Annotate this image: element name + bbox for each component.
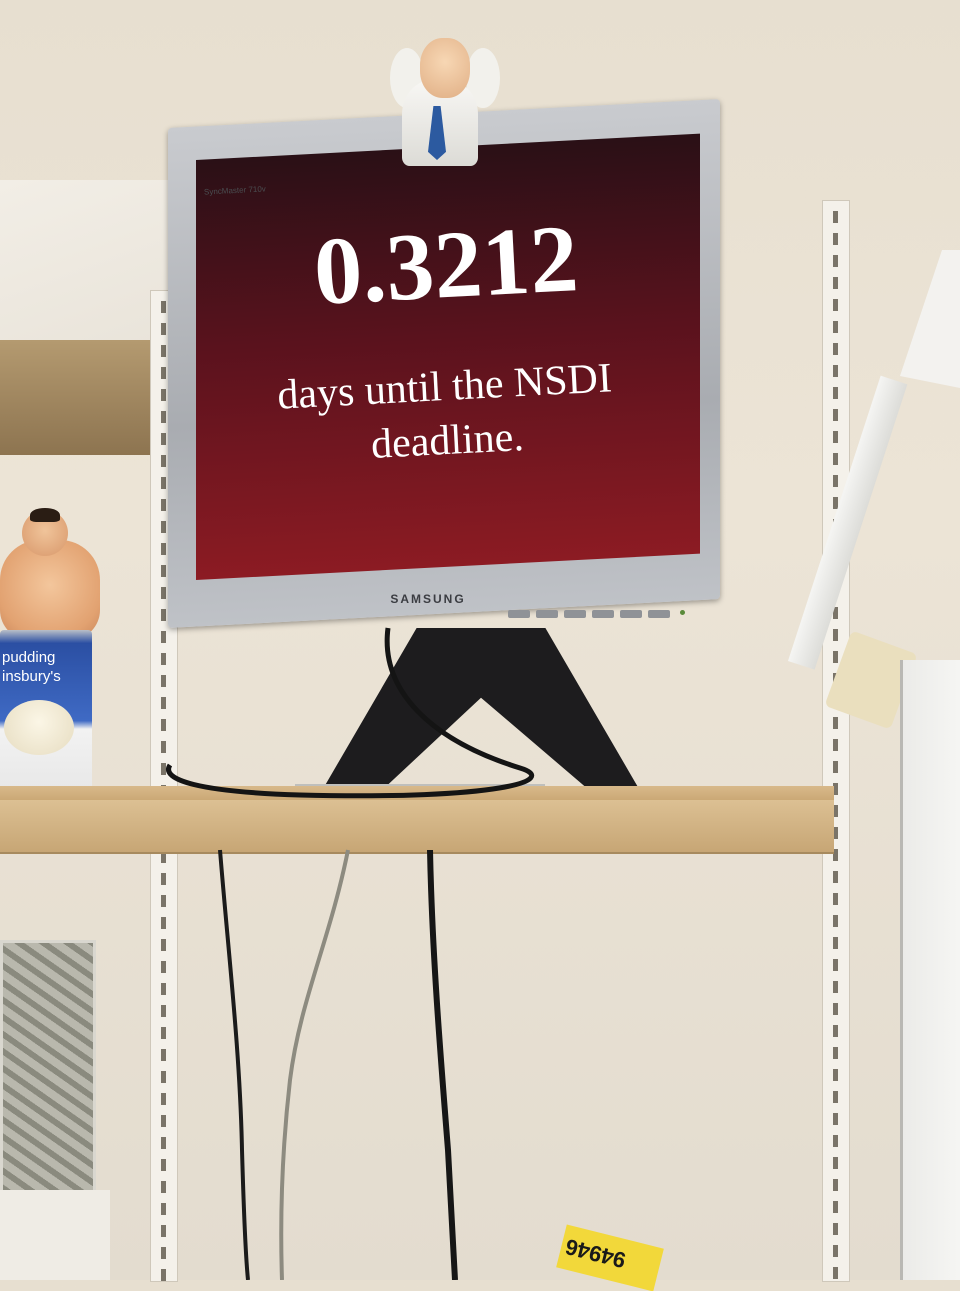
tray-holder (0, 1190, 110, 1280)
can-bowl-illustration (4, 700, 74, 755)
monitor-button-down[interactable] (536, 610, 558, 618)
monitor-button-auto[interactable] (620, 610, 642, 618)
power-led-icon (680, 610, 685, 615)
shelf-front (0, 800, 834, 854)
figurine-head (420, 38, 470, 98)
whiteboard (900, 660, 960, 1280)
monitor-button-up[interactable] (564, 610, 586, 618)
monitor-button-source[interactable] (592, 610, 614, 618)
can-label-line2: insbury's (2, 668, 61, 685)
power-cable (166, 627, 534, 799)
hanging-cable-right (427, 849, 458, 1280)
cabinet-underside (0, 340, 170, 455)
can-label: pudding insbury's (2, 648, 61, 686)
sumo-figurine (0, 540, 100, 640)
figurine-tie (428, 106, 446, 160)
monitor-button-menu[interactable] (508, 610, 530, 618)
sumo-figurine-hair (30, 508, 60, 522)
hanging-cable-left (218, 849, 250, 1280)
monitor-brand: SAMSUNG (390, 592, 466, 606)
monitor-button-power[interactable] (648, 610, 670, 618)
can-label-line1: pudding (2, 649, 56, 666)
hanging-cable-grey (279, 849, 350, 1280)
shelf-rail-right (822, 200, 850, 1282)
